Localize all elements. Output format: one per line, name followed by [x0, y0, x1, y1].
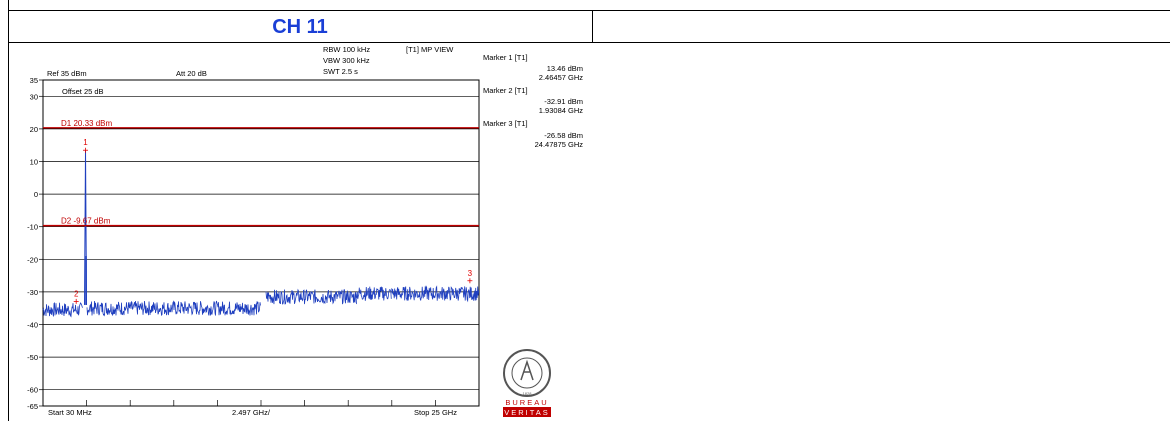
- swt-label: SWT 2.5 s: [323, 67, 358, 76]
- logo-bottom-line1: BUREAU: [505, 398, 548, 407]
- bureau-veritas-logo: 1828 BUREAU VERITAS: [503, 349, 551, 417]
- trace-segment-3: [356, 286, 392, 301]
- logo-red-band: [503, 407, 551, 417]
- trace-segment-2: [265, 288, 357, 305]
- y-tick-label-8: -40: [27, 321, 38, 330]
- marker-3-label: 3: [468, 269, 473, 278]
- marker1-freq: 2.46457 GHz: [539, 73, 583, 82]
- marker3-freq: 24.47875 GHz: [535, 140, 584, 149]
- header-divider: [592, 10, 593, 42]
- marker-1-label: 1: [83, 138, 88, 147]
- ref-level-label: Ref 35 dBm: [47, 69, 87, 78]
- display-lines: D1 20.33 dBm D2 -9.67 dBm: [43, 119, 479, 227]
- marker-layer: 1 2 3: [73, 138, 473, 304]
- marker-2-label: 2: [74, 289, 79, 298]
- trace-segment-1: [86, 300, 261, 317]
- header-bottom-border: [8, 42, 1170, 43]
- x-ticks: [42, 400, 480, 406]
- x-center-label: 2.497 GHz/: [232, 408, 271, 417]
- y-tick-label-0: 35: [30, 76, 38, 85]
- y-tick-labels: 35 30 20 10 0 -10 -20 -30 -40 -50 -60 -65: [27, 76, 43, 411]
- marker2-title: Marker 2 [T1]: [483, 86, 528, 95]
- marker3-level: -26.58 dBm: [544, 131, 583, 140]
- attenuation-label: Att 20 dB: [176, 69, 207, 78]
- logo-seal: [503, 349, 551, 397]
- y-tick-label-7: -30: [27, 288, 38, 297]
- marker1-level: 13.46 dBm: [547, 64, 583, 73]
- y-tick-label-6: -20: [27, 255, 38, 264]
- display-line-label-1: D1 20.33 dBm: [61, 119, 112, 128]
- y-tick-label-9: -50: [27, 353, 38, 362]
- vbw-label: VBW 300 kHz: [323, 56, 370, 65]
- left-border: [8, 0, 9, 421]
- top-border: [8, 10, 1170, 11]
- logo-seal-inner: [511, 357, 543, 389]
- logo-figure-icon: [520, 359, 534, 381]
- y-tick-label-3: 10: [30, 158, 38, 167]
- x-start-label: Start 30 MHz: [48, 408, 92, 417]
- marker-2: 2: [73, 289, 79, 304]
- y-tick-label-10: -60: [27, 386, 38, 395]
- x-stop-label: Stop 25 GHz: [414, 408, 457, 417]
- marker-3: 3: [467, 269, 473, 284]
- marker-1: 1: [83, 138, 88, 153]
- marker2-freq: 1.93084 GHz: [539, 106, 583, 115]
- marker-readout-panel: Marker 1 [T1] 13.46 dBm 2.46457 GHz Mark…: [483, 53, 583, 149]
- trace-segment-4: [391, 285, 480, 303]
- logo-year: 1828: [523, 391, 533, 396]
- y-tick-label-2: 20: [30, 125, 38, 134]
- marker3-title: Marker 3 [T1]: [483, 119, 528, 128]
- y-tick-label-4: 0: [34, 190, 38, 199]
- y-tick-label-5: -10: [27, 223, 38, 232]
- display-line-label-2: D2 -9.67 dBm: [61, 217, 111, 226]
- logo-bottom-line2: VERITAS: [504, 408, 550, 417]
- grid-layer: [43, 95, 479, 391]
- channel-title: CH 11: [272, 16, 328, 38]
- trace-layer: [42, 150, 480, 318]
- marker1-title: Marker 1 [T1]: [483, 53, 528, 62]
- y-tick-label-11: -65: [27, 402, 38, 411]
- offset-label: Offset 25 dB: [62, 87, 104, 96]
- rbw-label: RBW 100 kHz: [323, 45, 370, 54]
- trace-segment-0: [42, 302, 83, 318]
- view-label: [T1] MP VIEW: [406, 45, 454, 54]
- y-tick-label-1: 30: [30, 92, 38, 101]
- marker2-level: -32.91 dBm: [544, 97, 583, 106]
